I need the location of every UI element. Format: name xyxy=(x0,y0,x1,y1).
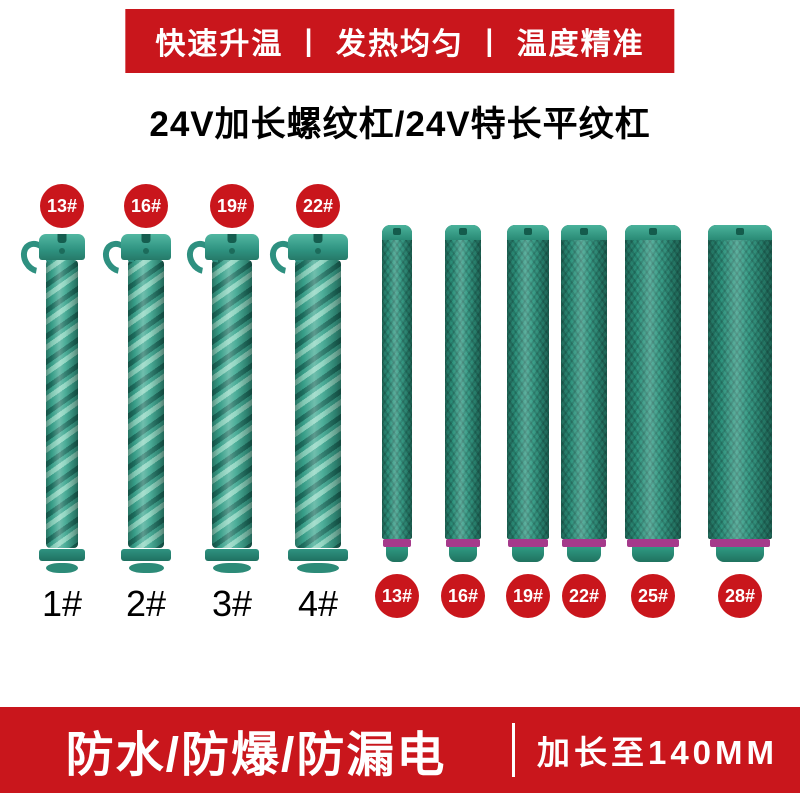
purple-ring xyxy=(382,539,412,547)
rod-top-cap xyxy=(205,234,259,260)
rod-body xyxy=(625,225,681,539)
plain-rod: 13# xyxy=(375,225,419,618)
purple-ring xyxy=(446,539,480,547)
rod-foot xyxy=(297,563,339,573)
rod-number-label: 3# xyxy=(211,583,253,624)
size-badge: 16# xyxy=(441,574,485,618)
size-badge: 25# xyxy=(631,574,675,618)
rod-base xyxy=(205,549,259,561)
rod-foot xyxy=(45,563,79,573)
rod-shaft xyxy=(128,260,164,548)
rod-number-label: 1# xyxy=(41,583,83,624)
rod-top-cap xyxy=(121,234,171,260)
bottom-banner-left-text: 防水/防爆/防漏电 xyxy=(65,729,447,782)
rod-top-cap xyxy=(382,225,412,240)
rod-body xyxy=(561,225,607,539)
size-badge: 19# xyxy=(506,574,550,618)
rod-tip xyxy=(715,547,765,562)
rod-body xyxy=(382,225,412,539)
purple-ring xyxy=(508,539,548,547)
size-badge: 16# xyxy=(124,184,168,228)
rod-top-cap xyxy=(445,225,481,240)
purple-ring xyxy=(709,539,771,547)
size-badge: 13# xyxy=(375,574,419,618)
rod-tip xyxy=(631,547,675,562)
rod-tip xyxy=(566,547,602,562)
rod-number-label: 2# xyxy=(125,583,167,624)
banner-divider xyxy=(512,723,515,777)
size-badge: 13# xyxy=(40,184,84,228)
top-banner-text: 快速升温 丨 发热均匀 丨 温度精准 xyxy=(155,28,645,61)
rod-top-cap xyxy=(288,234,348,260)
purple-ring xyxy=(626,539,680,547)
rod-body xyxy=(445,225,481,539)
bottom-banner: 防水/防爆/防漏电 加长至140MM xyxy=(0,707,800,793)
plain-rod: 25# xyxy=(625,225,681,618)
rod-shaft xyxy=(46,260,78,548)
rod-top-cap xyxy=(625,225,681,240)
plain-rod: 19# xyxy=(506,225,550,618)
rod-tip xyxy=(449,547,477,562)
rod-number-label: 4# xyxy=(297,583,339,624)
size-badge: 22# xyxy=(296,184,340,228)
rod-tip xyxy=(512,547,544,562)
purple-ring xyxy=(562,539,606,547)
top-banner: 快速升温 丨 发热均匀 丨 温度精准 xyxy=(125,9,675,73)
rod-shaft xyxy=(295,260,341,548)
rod-body xyxy=(708,225,772,539)
plain-rod: 22# xyxy=(561,225,607,618)
spiral-rod: 16# 2# xyxy=(96,184,171,625)
size-badge: 28# xyxy=(718,574,762,618)
rod-top-cap xyxy=(39,234,85,260)
spiral-rod: 13# 1# xyxy=(14,184,85,625)
spiral-rod: 19# 3# xyxy=(180,184,259,625)
rod-foot xyxy=(128,563,164,573)
rod-base xyxy=(39,549,85,561)
plain-rod: 16# xyxy=(441,225,485,618)
rod-top-cap xyxy=(708,225,772,240)
size-badge: 22# xyxy=(562,574,606,618)
rod-tip xyxy=(385,547,409,562)
spiral-rod: 22# 4# xyxy=(263,184,348,625)
rod-base xyxy=(288,549,348,561)
rod-shaft xyxy=(212,260,252,548)
rod-foot xyxy=(213,563,251,573)
rod-body xyxy=(507,225,549,539)
rod-top-cap xyxy=(561,225,607,240)
rod-top-cap xyxy=(507,225,549,240)
bottom-banner-right-text: 加长至140MM xyxy=(536,734,779,771)
size-badge: 19# xyxy=(210,184,254,228)
rod-base xyxy=(121,549,171,561)
page-title: 24V加长螺纹杠/24V特长平纹杠 xyxy=(149,105,651,144)
plain-rod: 28# xyxy=(708,225,772,618)
